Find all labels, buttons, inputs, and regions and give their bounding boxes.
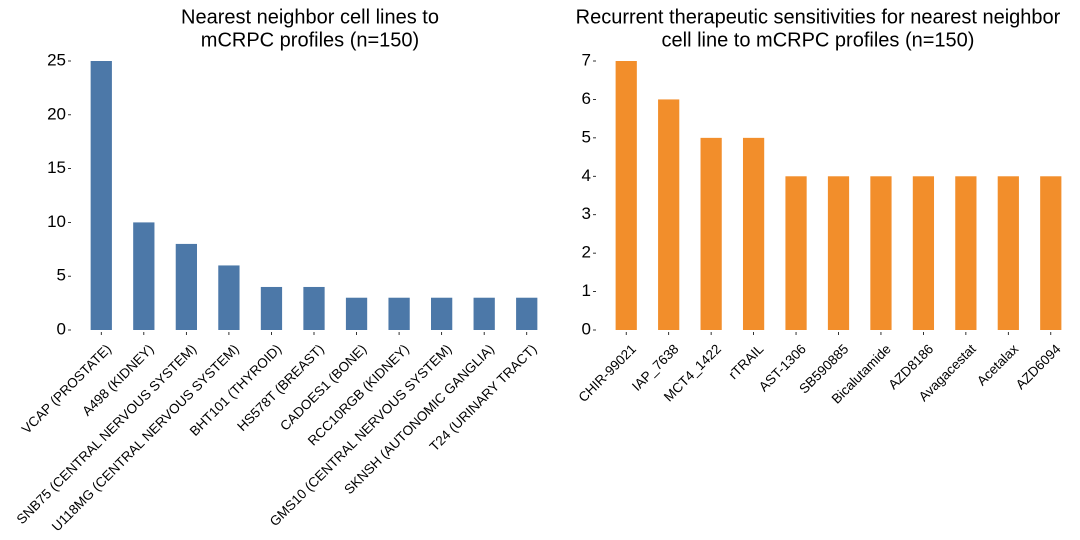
x-tick-label: CHIR-99021 (575, 341, 639, 405)
x-tick-label: AZD6094 (1013, 341, 1064, 392)
bar-azd8186 (912, 176, 935, 330)
y-tick-label: 7 (582, 50, 591, 69)
bar-ast-1306 (785, 176, 807, 330)
y-tick-label: 3 (582, 204, 591, 223)
bar-iap-7638 (658, 99, 680, 330)
bar-rtrail (742, 137, 765, 330)
y-tick-label: 25 (47, 50, 66, 69)
bar-bicalutamide (870, 176, 892, 330)
y-tick-label: 10 (47, 212, 66, 231)
bar-cadoes1-bone (345, 297, 368, 330)
bar-vcap-prostate (90, 61, 112, 330)
y-tick-label: 15 (47, 158, 66, 177)
bar-acetalax (997, 176, 1019, 330)
chart-title-line: cell line to mCRPC profiles (n=150) (662, 29, 975, 51)
bar-chir-99021 (615, 61, 637, 330)
chart-title-line: Nearest neighbor cell lines to (181, 6, 439, 28)
bar-mct4-1422 (700, 137, 722, 330)
bar-u118mg-central-nervous-system (218, 265, 240, 330)
y-tick-label: 2 (582, 243, 591, 262)
bar-a498-kidney (133, 222, 155, 330)
bar-hs578t-breast (303, 286, 325, 330)
y-tick-label: 0 (582, 319, 591, 338)
bar-azd6094 (1040, 176, 1062, 330)
bar-sknsh-autonomic-ganglia (473, 297, 495, 330)
chart-title-line: Recurrent therapeutic sensitivities for … (576, 6, 1061, 28)
bar-rcc10rgb-kidney (388, 297, 410, 330)
bar-t24-urinary-tract (516, 297, 538, 330)
y-tick-label: 4 (582, 166, 591, 185)
bar-sb590885 (827, 176, 850, 330)
y-tick-label: 5 (582, 127, 591, 146)
y-tick-label: 20 (47, 104, 66, 123)
y-tick-label: 6 (582, 89, 591, 108)
chart-title-line: mCRPC profiles (n=150) (201, 29, 419, 51)
x-tick-label: SNB75 (CENTRAL NERVOUS SYSTEM) (14, 341, 200, 527)
x-tick-label: rTRAIL (726, 341, 767, 382)
y-tick-label: 5 (57, 266, 66, 285)
bar-bht101-thyroid (260, 286, 283, 330)
bar-snb75-central-nervous-system (175, 243, 197, 330)
bar-gms10-central-nervous-system (431, 297, 453, 330)
y-tick-label: 0 (57, 319, 66, 338)
y-tick-label: 1 (582, 281, 591, 300)
chart-panel-therapeutic-sensitivities: Recurrent therapeutic sensitivities for … (575, 6, 1064, 406)
bar-avagacestat (955, 176, 977, 330)
